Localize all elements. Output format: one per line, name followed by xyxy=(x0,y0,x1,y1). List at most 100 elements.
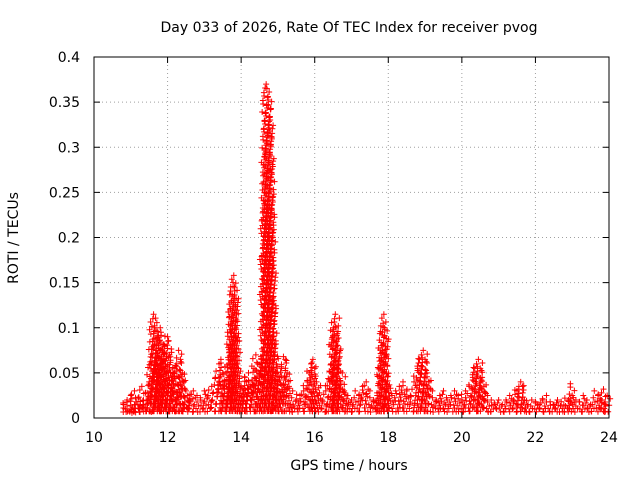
data-point xyxy=(385,336,392,343)
data-point xyxy=(383,369,390,376)
data-point xyxy=(315,408,322,415)
x-tick-label: 14 xyxy=(232,430,250,446)
data-point xyxy=(264,198,271,205)
data-point xyxy=(385,355,392,362)
y-tick-labels: 0 0.05 0.1 0.15 0.2 0.25 0.3 0.35 0.4 xyxy=(49,50,80,427)
data-point xyxy=(233,352,240,359)
data-point xyxy=(594,408,601,415)
data-point xyxy=(201,387,208,394)
data-point xyxy=(458,391,465,398)
data-point xyxy=(429,387,436,394)
data-point xyxy=(485,408,492,415)
data-point xyxy=(165,381,172,388)
data-point xyxy=(583,396,590,403)
data-point xyxy=(120,399,127,406)
data-point xyxy=(493,405,500,412)
y-tick-label: 0 xyxy=(71,411,80,427)
data-point xyxy=(419,363,426,370)
data-point xyxy=(402,400,408,407)
data-point xyxy=(391,394,398,401)
data-point xyxy=(204,394,211,401)
data-point xyxy=(273,330,280,337)
data-point xyxy=(178,382,185,389)
data-point xyxy=(439,391,446,398)
data-point xyxy=(403,408,410,415)
data-point xyxy=(363,390,370,397)
data-point xyxy=(278,363,285,370)
data-point xyxy=(333,324,340,331)
data-point xyxy=(268,274,275,281)
data-point xyxy=(180,405,187,412)
data-point xyxy=(305,382,312,389)
data-point xyxy=(173,363,180,370)
data-point xyxy=(267,242,274,249)
data-point xyxy=(153,370,160,377)
data-point xyxy=(157,329,164,336)
data-point xyxy=(228,330,235,337)
data-point xyxy=(336,353,343,360)
data-point xyxy=(308,369,315,376)
data-point xyxy=(176,389,183,396)
data-point xyxy=(148,351,155,358)
data-point xyxy=(159,393,166,400)
data-point xyxy=(422,356,429,363)
data-point xyxy=(173,354,180,361)
data-point xyxy=(517,378,524,385)
data-point xyxy=(158,408,165,415)
data-point xyxy=(228,341,235,348)
data-point xyxy=(267,210,274,217)
data-point xyxy=(227,364,234,371)
data-point xyxy=(205,386,212,393)
data-point xyxy=(149,388,156,395)
data-point xyxy=(576,398,583,405)
data-point xyxy=(601,405,608,412)
data-point xyxy=(526,408,533,415)
data-point xyxy=(266,380,273,387)
data-point xyxy=(378,355,385,362)
data-point xyxy=(232,345,239,352)
data-point xyxy=(147,318,154,325)
data-point xyxy=(350,401,357,408)
data-point xyxy=(471,386,478,393)
data-point xyxy=(158,373,165,380)
data-point xyxy=(304,368,311,375)
data-point xyxy=(284,404,291,411)
data-point xyxy=(352,387,359,394)
data-point xyxy=(161,333,168,340)
data-point xyxy=(471,396,478,403)
data-point xyxy=(551,404,558,411)
data-point xyxy=(168,374,175,381)
data-point xyxy=(232,280,239,287)
data-point xyxy=(569,392,576,399)
data-point xyxy=(152,393,159,400)
data-point xyxy=(287,401,294,408)
data-point xyxy=(268,408,275,415)
data-point xyxy=(311,405,318,412)
data-point xyxy=(407,400,414,407)
data-point xyxy=(426,385,433,392)
data-point xyxy=(252,385,259,392)
data-point xyxy=(270,122,277,129)
data-point xyxy=(195,402,202,409)
data-point xyxy=(363,400,370,407)
data-point xyxy=(262,257,269,264)
data-point xyxy=(215,389,222,396)
data-point xyxy=(500,408,507,415)
data-point xyxy=(213,368,220,375)
data-point xyxy=(419,354,426,361)
data-point xyxy=(316,389,323,396)
data-point xyxy=(295,408,301,415)
data-point xyxy=(445,405,452,412)
data-point xyxy=(379,377,386,384)
data-point xyxy=(269,400,276,407)
data-point xyxy=(270,155,277,162)
data-point xyxy=(399,405,406,412)
data-point xyxy=(429,394,436,401)
data-point xyxy=(160,341,167,348)
data-point xyxy=(332,311,339,318)
data-point xyxy=(247,392,254,399)
data-point xyxy=(365,401,372,408)
data-point xyxy=(541,402,548,409)
data-point xyxy=(495,396,502,403)
data-point xyxy=(268,171,275,178)
